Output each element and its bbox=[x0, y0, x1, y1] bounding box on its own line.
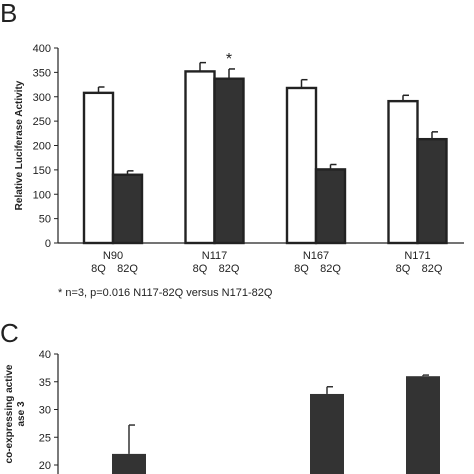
panel-b-series-label: 8Q bbox=[396, 263, 411, 275]
panel-b-series-label: 8Q bbox=[193, 263, 208, 275]
footnote: * n=3, p=0.016 N117-82Q versus N171-82Q bbox=[58, 287, 273, 299]
panel-b-y-tick-label: 150 bbox=[33, 165, 51, 177]
panel-b-y-tick-label: 250 bbox=[33, 116, 51, 128]
panel-b-y-tick-label: 50 bbox=[39, 214, 51, 226]
panel-c-y-axis-title-line: co-expressing active bbox=[4, 364, 15, 463]
panel-b-series-label: 82Q bbox=[117, 263, 138, 275]
panel-c-y-axis-title-line: ase 3 bbox=[16, 401, 27, 426]
panel-b-y-tick-label: 350 bbox=[33, 67, 51, 79]
panel-c-bar bbox=[406, 376, 440, 474]
panel-c-y-tick-label: 30 bbox=[39, 405, 51, 417]
panel-b-y-tick-label: 200 bbox=[33, 141, 51, 153]
panel-b-y-axis-title: Relative Luciferase Activity bbox=[14, 80, 25, 210]
panel-b-significance-star: * bbox=[226, 51, 232, 68]
panel-b-y-tick-label: 300 bbox=[33, 92, 51, 104]
panel-c-bar bbox=[310, 393, 344, 474]
panel-b-series-label: 82Q bbox=[320, 263, 341, 275]
panel-b-series-label: 82Q bbox=[422, 263, 443, 275]
panel-b-series-label: 8Q bbox=[91, 263, 106, 275]
panel-b-category-label: N167 bbox=[303, 250, 329, 262]
panel-c-bars bbox=[112, 374, 440, 474]
panel-c-y-tick-label: 25 bbox=[39, 432, 51, 444]
panel-b-letter: B bbox=[0, 0, 17, 28]
panel-c-axes: 20 25 30 35 40 bbox=[39, 349, 59, 474]
panel-b-bars: * bbox=[82, 51, 448, 245]
panel-b-bar bbox=[82, 91, 115, 245]
panel-b-axes: 0 50 100 150 200 250 300 350 400 bbox=[33, 43, 464, 250]
panel-b-category-label: N117 bbox=[202, 250, 227, 262]
panel-b-y-tick-label: 400 bbox=[33, 43, 51, 55]
panel-b-series-label: 8Q bbox=[294, 263, 309, 275]
panel-b-bar bbox=[184, 70, 216, 245]
panel-c-bar bbox=[112, 453, 146, 474]
panel-c-y-tick-label: 40 bbox=[39, 349, 51, 361]
panel-c-chart: C co-expressing active ase 3 20 25 30 35 40 bbox=[0, 318, 440, 474]
panel-b-series-label: 82Q bbox=[219, 263, 240, 275]
panel-b-bar bbox=[213, 77, 245, 245]
panel-b-category-label: N171 bbox=[404, 250, 430, 262]
panel-b-bar bbox=[314, 168, 347, 245]
panel-b-y-tick-label: 100 bbox=[33, 189, 51, 201]
panel-b-y-tick-label: 0 bbox=[45, 238, 51, 250]
panel-b-chart: B Relative Luciferase Activity 0 50 100 150… bbox=[0, 0, 464, 275]
panel-b-bar bbox=[111, 173, 144, 245]
panel-c-letter: C bbox=[0, 318, 19, 348]
panel-b-bar bbox=[387, 99, 419, 245]
panel-b-category-label: N90 bbox=[103, 250, 123, 262]
panel-c-y-tick-label: 35 bbox=[39, 377, 51, 389]
panel-c-y-axis-title: co-expressing active ase 3 bbox=[4, 364, 27, 463]
panel-b-bar bbox=[285, 86, 318, 245]
panel-b-bar bbox=[416, 137, 448, 245]
panel-c-y-tick-label: 20 bbox=[39, 460, 51, 472]
